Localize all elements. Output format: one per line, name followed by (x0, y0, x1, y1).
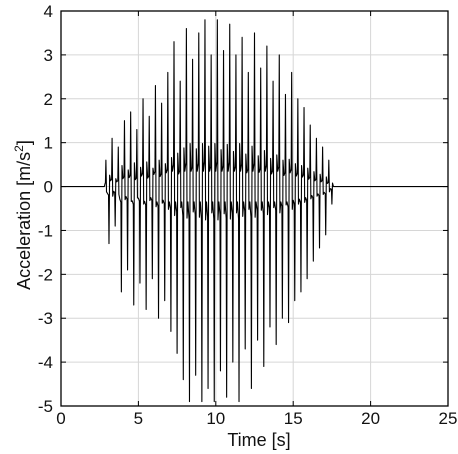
x-tick-label: 10 (206, 409, 225, 428)
y-tick-labels: -5 -4 -3 -2 -1 0 1 2 3 4 (38, 2, 53, 416)
x-tick-label: 0 (56, 409, 65, 428)
y-tick-label: -2 (38, 265, 53, 284)
x-tick-label: 20 (361, 409, 380, 428)
plot-frame (60, 10, 449, 407)
x-tick-label: 5 (134, 409, 143, 428)
y-axis-label-superscript: 2 (12, 145, 26, 152)
y-axis-label: Acceleration [m/s2] (12, 140, 34, 290)
y-tick-label: 2 (44, 90, 53, 109)
y-tick-label: -3 (38, 309, 53, 328)
x-axis-label: Time [s] (227, 430, 290, 450)
y-tick-label: -5 (38, 397, 53, 416)
y-axis-label-main: Acceleration [m/s (14, 152, 34, 290)
y-tick-label: -1 (38, 221, 53, 240)
y-tick-label: 1 (44, 134, 53, 153)
x-tick-label: 25 (439, 409, 458, 428)
y-tick-label: -4 (38, 353, 53, 372)
y-tick-label: 3 (44, 46, 53, 65)
x-tick-labels: 0 5 10 15 20 25 (56, 409, 457, 428)
tick-marks (60, 10, 449, 407)
x-tick-label: 15 (284, 409, 303, 428)
signal-layer (61, 19, 448, 403)
y-axis-label-end: ] (14, 140, 34, 145)
y-tick-label: 0 (44, 178, 53, 197)
acceleration-signal-line (61, 19, 448, 403)
y-tick-label: 4 (44, 2, 53, 21)
